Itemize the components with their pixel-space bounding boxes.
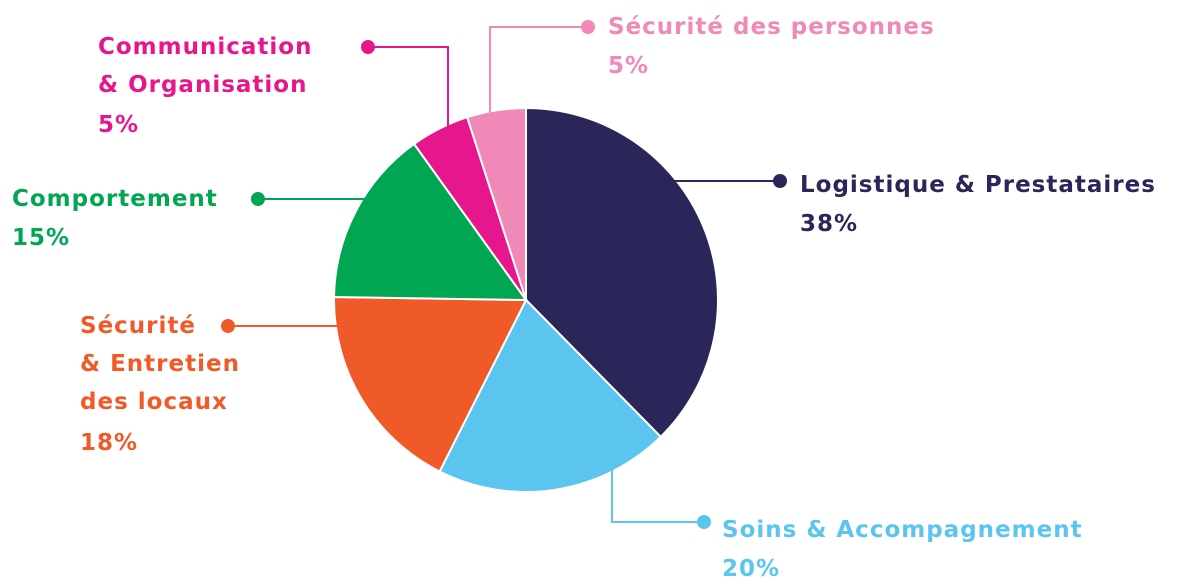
slice-value-label: 15%: [12, 225, 71, 251]
slice-value-label: 38%: [800, 211, 859, 237]
slice-value-label: 18%: [80, 430, 139, 456]
slice-value-label: 5%: [98, 112, 140, 138]
slice-value-label: 5%: [608, 53, 650, 79]
pie-slice: [438, 298, 663, 493]
leader-line: [368, 46, 449, 132]
leader-dot: [773, 174, 787, 188]
leader-dot: [697, 515, 711, 529]
leader-line: [489, 26, 588, 118]
slice-label: Sécurité des personnes: [608, 14, 935, 40]
pie-slice: [465, 106, 527, 301]
leader-dot: [221, 319, 235, 333]
pie-slice: [333, 142, 528, 302]
slice-label: Sécurité & Entretien des locaux: [80, 313, 240, 415]
leader-dot: [581, 20, 595, 34]
slice-label: Communication & Organisation: [98, 34, 313, 98]
slice-value-label: 20%: [722, 556, 781, 581]
pie-slice: [333, 295, 528, 473]
slice-label: Comportement: [12, 186, 218, 212]
leader-dot: [251, 192, 265, 206]
pie-slice: [525, 106, 719, 439]
slice-label: Soins & Accompagnement: [722, 517, 1083, 543]
slice-label: Logistique & Prestataires: [800, 172, 1156, 198]
leader-line: [611, 468, 704, 523]
leader-dot: [361, 40, 375, 54]
